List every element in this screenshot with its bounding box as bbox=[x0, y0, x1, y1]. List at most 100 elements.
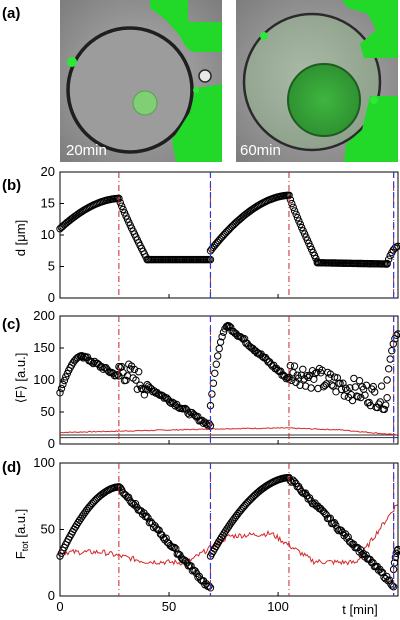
y-tick-label: 100 bbox=[33, 455, 55, 470]
data-point bbox=[385, 365, 393, 373]
data-point bbox=[112, 371, 120, 380]
data-point bbox=[290, 362, 299, 370]
y-tick-label: 10 bbox=[41, 227, 55, 242]
data-point bbox=[142, 512, 151, 520]
data-point bbox=[394, 545, 400, 554]
data-point bbox=[224, 323, 232, 331]
panel-label-a: (a) bbox=[2, 5, 20, 22]
y-tick-label: 15 bbox=[41, 196, 55, 211]
data-point bbox=[328, 381, 336, 389]
data-point bbox=[132, 376, 140, 384]
data-point bbox=[388, 347, 396, 355]
data-point bbox=[321, 381, 329, 390]
y-tick-label: 20 bbox=[41, 164, 55, 179]
data-point bbox=[377, 382, 386, 390]
data-point bbox=[118, 202, 126, 210]
data-point bbox=[205, 582, 213, 590]
image-label-20min: 20min bbox=[66, 142, 107, 159]
data-point bbox=[390, 559, 399, 567]
data-point bbox=[378, 568, 387, 577]
data-point bbox=[119, 205, 127, 214]
data-point bbox=[122, 376, 130, 384]
data-point bbox=[89, 359, 97, 368]
micrograph-20min: 20min bbox=[60, 0, 222, 162]
data-point bbox=[348, 396, 357, 405]
axes-frame bbox=[59, 462, 399, 597]
y-tick-label: 5 bbox=[48, 259, 55, 274]
y-tick-label: 50 bbox=[41, 522, 55, 537]
data-point bbox=[202, 420, 210, 428]
panel-label-d: (d) bbox=[2, 459, 21, 476]
x-tick-label: 50 bbox=[162, 599, 176, 614]
red-series-line bbox=[59, 427, 398, 436]
data-point bbox=[290, 207, 299, 215]
data-point bbox=[288, 376, 296, 385]
ylabel-d-unit: [a.u.] bbox=[13, 509, 28, 542]
data-point bbox=[382, 401, 390, 409]
data-point bbox=[216, 338, 225, 346]
data-point bbox=[208, 390, 216, 398]
data-point bbox=[135, 368, 143, 376]
data-point bbox=[369, 382, 377, 391]
data-point bbox=[57, 384, 66, 393]
data-point bbox=[361, 391, 369, 399]
data-point bbox=[129, 499, 137, 508]
data-point bbox=[215, 344, 223, 353]
ylabel-d-subscript: tot bbox=[20, 541, 30, 552]
data-point bbox=[388, 582, 396, 590]
data-point bbox=[59, 380, 67, 389]
data-point bbox=[371, 388, 379, 396]
image-label-60min: 60min bbox=[240, 142, 281, 159]
data-point bbox=[383, 394, 391, 402]
panel-label-c: (c) bbox=[2, 316, 20, 333]
data-point bbox=[307, 384, 315, 392]
panel-1-plot: 0 50 100 150 200 bbox=[33, 308, 400, 451]
data-point bbox=[394, 242, 400, 250]
data-point bbox=[385, 255, 393, 263]
data-points bbox=[56, 191, 400, 268]
data-point bbox=[60, 376, 69, 385]
data-point bbox=[218, 333, 226, 341]
x-tick-label: 0 bbox=[56, 599, 63, 614]
data-point bbox=[214, 352, 222, 360]
data-point bbox=[391, 553, 400, 562]
data-point bbox=[340, 392, 348, 400]
data-point bbox=[385, 576, 394, 584]
data-point bbox=[288, 478, 296, 486]
data-point bbox=[81, 352, 89, 361]
data-point bbox=[130, 365, 139, 374]
data-point bbox=[212, 360, 221, 368]
micrograph-60min: 60min bbox=[236, 0, 398, 162]
data-point bbox=[296, 220, 304, 229]
data-point bbox=[394, 330, 400, 338]
data-point bbox=[386, 355, 394, 363]
data-point bbox=[131, 500, 140, 508]
ylabel-d: Ftot [a.u.] bbox=[13, 509, 30, 560]
data-point bbox=[116, 198, 125, 207]
data-point bbox=[383, 376, 391, 384]
data-point bbox=[199, 419, 208, 427]
y-tick-label: 0 bbox=[48, 290, 55, 305]
panel-label-b: (b) bbox=[2, 177, 21, 194]
y-tick-label: 200 bbox=[33, 308, 55, 323]
ylabel-c: ⟨F⟩ [a.u.] bbox=[13, 353, 28, 404]
y-tick-label: 150 bbox=[33, 340, 55, 355]
data-point bbox=[380, 405, 388, 414]
data-point bbox=[205, 419, 213, 428]
data-point bbox=[299, 365, 307, 373]
data-point bbox=[219, 328, 228, 336]
data-point bbox=[303, 372, 311, 380]
data-point bbox=[293, 214, 302, 222]
data-point bbox=[357, 393, 365, 402]
xlabel-d: t [min] bbox=[342, 602, 377, 617]
data-point bbox=[288, 199, 296, 208]
data-point bbox=[292, 210, 300, 219]
data-point bbox=[170, 543, 179, 552]
data-point bbox=[166, 398, 174, 406]
data-point bbox=[286, 196, 295, 204]
data-point bbox=[62, 373, 70, 381]
data-point bbox=[119, 369, 127, 377]
y-tick-label: 0 bbox=[48, 588, 55, 603]
data-point bbox=[355, 377, 364, 385]
data-point bbox=[56, 389, 64, 397]
